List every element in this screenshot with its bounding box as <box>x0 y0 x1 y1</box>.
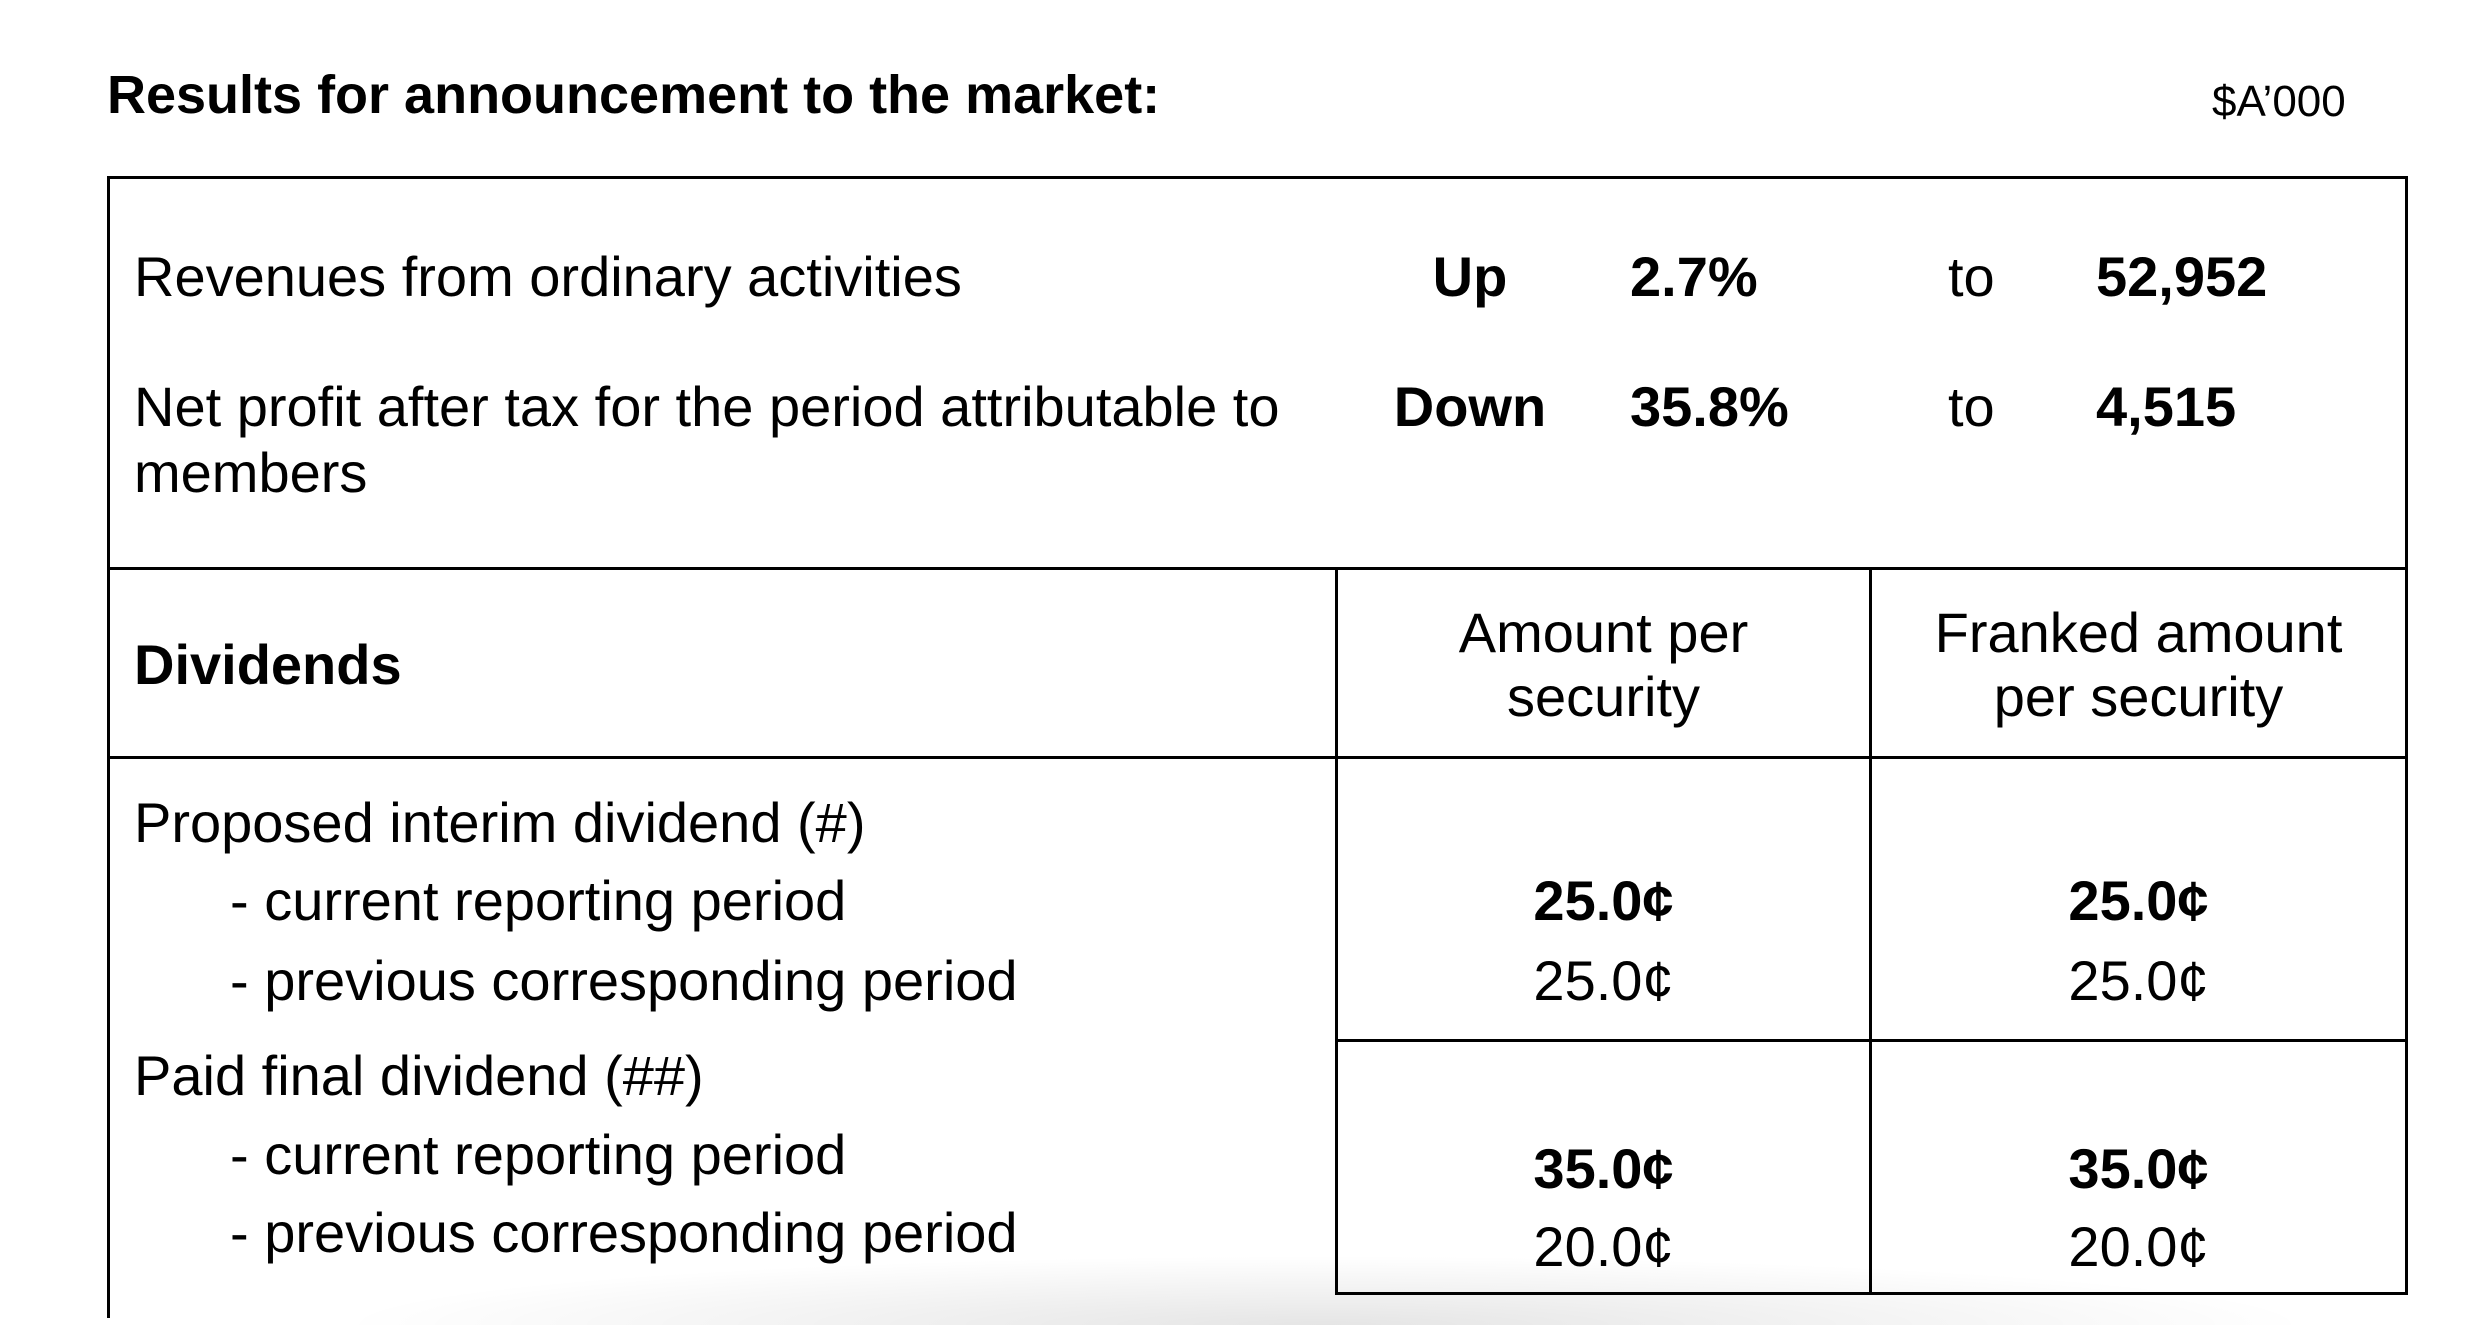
interim-amount-previous: 25.0¢ <box>1533 949 1674 1012</box>
final-franked-current: 35.0¢ <box>2068 1137 2209 1200</box>
revenue-to: to <box>1948 245 1995 308</box>
dividends-title: Dividends <box>134 633 402 696</box>
revenue-label: Revenues from ordinary activities <box>134 245 962 308</box>
amount-per-security-header-continued: security <box>1507 665 1700 728</box>
revenue-direction: Up <box>1432 245 1508 308</box>
currency-unit-label: $A’000 <box>2212 77 2346 126</box>
summary-bottom-border <box>107 567 2408 570</box>
amount-column-left-border <box>1335 567 1338 1295</box>
dividends-header-bottom-border <box>107 756 2408 759</box>
interim-franked-previous: 25.0¢ <box>2068 949 2209 1012</box>
net-profit-value: 4,515 <box>2096 375 2237 438</box>
final-group-bottom-border <box>1335 1292 2408 1295</box>
interim-group-bottom-border <box>1335 1039 2408 1042</box>
franked-amount-header: Franked amount <box>1934 601 2343 664</box>
net-profit-direction: Down <box>1393 375 1547 438</box>
final-dividend-label: Paid final dividend (##) <box>134 1044 704 1107</box>
table-right-border <box>2405 176 2408 1295</box>
table-left-border <box>107 176 110 1318</box>
table-top-border <box>107 176 2408 179</box>
final-franked-previous: 20.0¢ <box>2068 1215 2209 1278</box>
interim-franked-current: 25.0¢ <box>2068 869 2209 932</box>
interim-dividend-label: Proposed interim dividend (#) <box>134 791 866 854</box>
revenue-value: 52,952 <box>2096 245 2268 308</box>
net-profit-label-continued: members <box>134 441 368 504</box>
net-profit-label: Net profit after tax for the period attr… <box>134 375 1280 438</box>
final-amount-previous: 20.0¢ <box>1533 1215 1674 1278</box>
page-title: Results for announcement to the market: <box>107 65 1161 125</box>
net-profit-to: to <box>1948 375 1995 438</box>
franked-column-left-border <box>1869 567 1872 1295</box>
interim-amount-current: 25.0¢ <box>1533 869 1674 932</box>
bottom-shadow <box>330 1255 2320 1325</box>
final-previous-period-label: - previous corresponding period <box>230 1201 1018 1264</box>
amount-per-security-header: Amount per <box>1458 601 1749 664</box>
interim-current-period-label: - current reporting period <box>230 869 847 932</box>
franked-amount-header-continued: per security <box>1993 665 2284 728</box>
net-profit-change: 35.8% <box>1630 375 1789 438</box>
final-current-period-label: - current reporting period <box>230 1123 847 1186</box>
revenue-change: 2.7% <box>1630 245 1758 308</box>
interim-previous-period-label: - previous corresponding period <box>230 949 1018 1012</box>
final-amount-current: 35.0¢ <box>1533 1137 1674 1200</box>
